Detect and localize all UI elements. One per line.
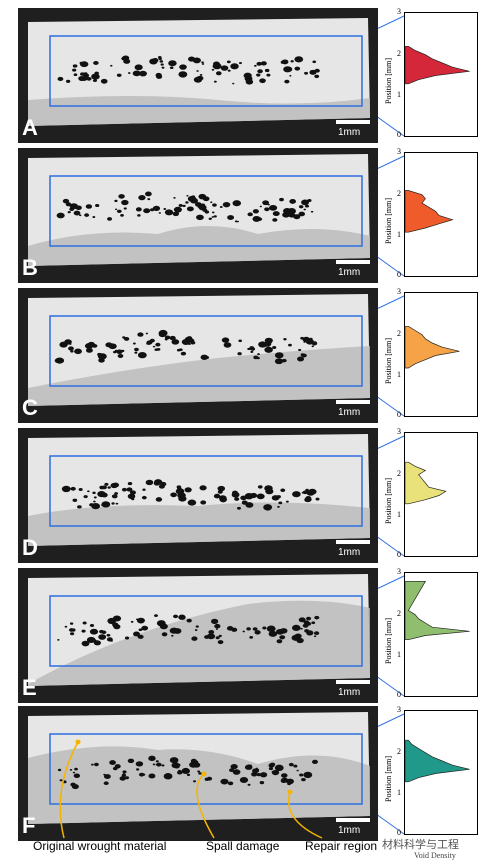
y-tick-label: 2 (397, 188, 401, 198)
y-tick-label: 3 (397, 705, 401, 714)
y-tick-label: 0 (397, 690, 401, 699)
y-axis-label: Position [mm] (384, 477, 393, 524)
roi-box (49, 315, 363, 387)
y-axis-label: Position [mm] (384, 337, 393, 384)
void-density-plot-a: 3 2 1 0 Position [mm] (384, 7, 478, 139)
micrograph-image (28, 18, 370, 126)
void-density-plot-b: 3 2 1 0 Position [mm] (384, 147, 478, 279)
y-tick-label: 1 (397, 90, 401, 100)
plot-frame (404, 152, 478, 277)
y-axis-label: Position [mm] (384, 755, 393, 802)
y-tick-label: 2 (397, 328, 401, 338)
y-tick-label: 1 (397, 510, 401, 520)
y-tick-label: 0 (397, 550, 401, 559)
y-tick-label: 1 (397, 788, 401, 798)
micrograph-panel-d: D 1mm (18, 428, 378, 563)
scale-bar (336, 818, 370, 822)
micrograph-panel-b: B 1mm (18, 148, 378, 283)
plot-frame (404, 12, 478, 137)
y-tick-label: 3 (397, 7, 401, 16)
void-density-plot-d: 3 2 1 0 Position [mm] (384, 427, 478, 559)
plot-frame (404, 710, 478, 835)
void-density-plot-e: 3 2 1 0 Position [mm] (384, 567, 478, 699)
scale-bar (336, 120, 370, 124)
scale-bar (336, 260, 370, 264)
x-axis-label: Void Density (414, 851, 456, 860)
density-curve (404, 325, 460, 369)
scale-label: 1mm (338, 547, 361, 558)
roi-box (49, 455, 363, 527)
panel-letter: A (22, 115, 38, 140)
y-axis-label: Position [mm] (384, 197, 393, 244)
micrograph-image (28, 154, 370, 266)
density-area (404, 461, 447, 505)
y-tick-label: 3 (397, 147, 401, 156)
y-tick-label: 1 (397, 230, 401, 240)
plot-frame (404, 432, 478, 557)
y-tick-label: 1 (397, 650, 401, 660)
y-tick-label: 2 (397, 608, 401, 618)
scale-bar (336, 400, 370, 404)
micrograph-image (28, 434, 370, 546)
y-tick-label: 3 (397, 567, 401, 576)
scale-bar (336, 680, 370, 684)
density-curve (404, 580, 470, 641)
panel-letter: F (22, 813, 36, 838)
density-area (404, 190, 454, 233)
scale-label: 1mm (338, 825, 361, 836)
roi-box (49, 35, 363, 107)
density-curve (404, 739, 470, 783)
micrograph-panel-a: A 1mm (18, 8, 378, 143)
label-spall-damage: Spall damage (206, 839, 280, 853)
label-repair-region: Repair region (305, 839, 378, 853)
void-density-plot-c: 3 2 1 0 Position [mm] (384, 287, 478, 419)
void-density-plot-f: 3 2 1 0 Position [mm] (384, 705, 478, 837)
micrograph-panel-c: C 1mm (18, 288, 378, 423)
micrograph-panel-f: F 1mm (18, 706, 378, 841)
roi-box (49, 175, 363, 247)
y-tick-label: 2 (397, 746, 401, 756)
scale-bar (336, 540, 370, 544)
micrograph-image (28, 712, 370, 824)
density-area (404, 325, 460, 369)
y-axis-label: Position [mm] (384, 57, 393, 104)
panel-letter: E (22, 675, 37, 700)
roi-box (49, 595, 363, 667)
y-tick-label: 0 (397, 828, 401, 837)
y-tick-label: 0 (397, 130, 401, 139)
panel-letter: B (22, 255, 38, 280)
scale-label: 1mm (338, 407, 361, 418)
scale-label: 1mm (338, 127, 361, 138)
y-tick-label: 0 (397, 270, 401, 279)
y-tick-label: 0 (397, 410, 401, 419)
plot-frame (404, 292, 478, 417)
y-tick-label: 2 (397, 468, 401, 478)
density-curve (404, 461, 447, 505)
y-tick-label: 3 (397, 287, 401, 296)
density-curve (404, 190, 454, 233)
scale-label: 1mm (338, 267, 361, 278)
micrograph-image (28, 294, 370, 406)
y-tick-label: 2 (397, 48, 401, 58)
scale-label: 1mm (338, 687, 361, 698)
y-tick-label: 1 (397, 370, 401, 380)
density-area (404, 739, 470, 783)
y-tick-label: 3 (397, 427, 401, 436)
label-original-wrought-material: Original wrought material (33, 839, 167, 853)
panel-letter: D (22, 535, 38, 560)
density-area (404, 45, 470, 85)
watermark: 材料科学与工程 (382, 839, 459, 851)
panel-letter: C (22, 395, 38, 420)
micrograph-panel-e: E 1mm (18, 568, 378, 703)
y-axis-label: Position [mm] (384, 617, 393, 664)
plot-frame (404, 572, 478, 697)
density-curve (404, 45, 470, 85)
micrograph-image (28, 574, 370, 686)
density-area (404, 580, 470, 641)
